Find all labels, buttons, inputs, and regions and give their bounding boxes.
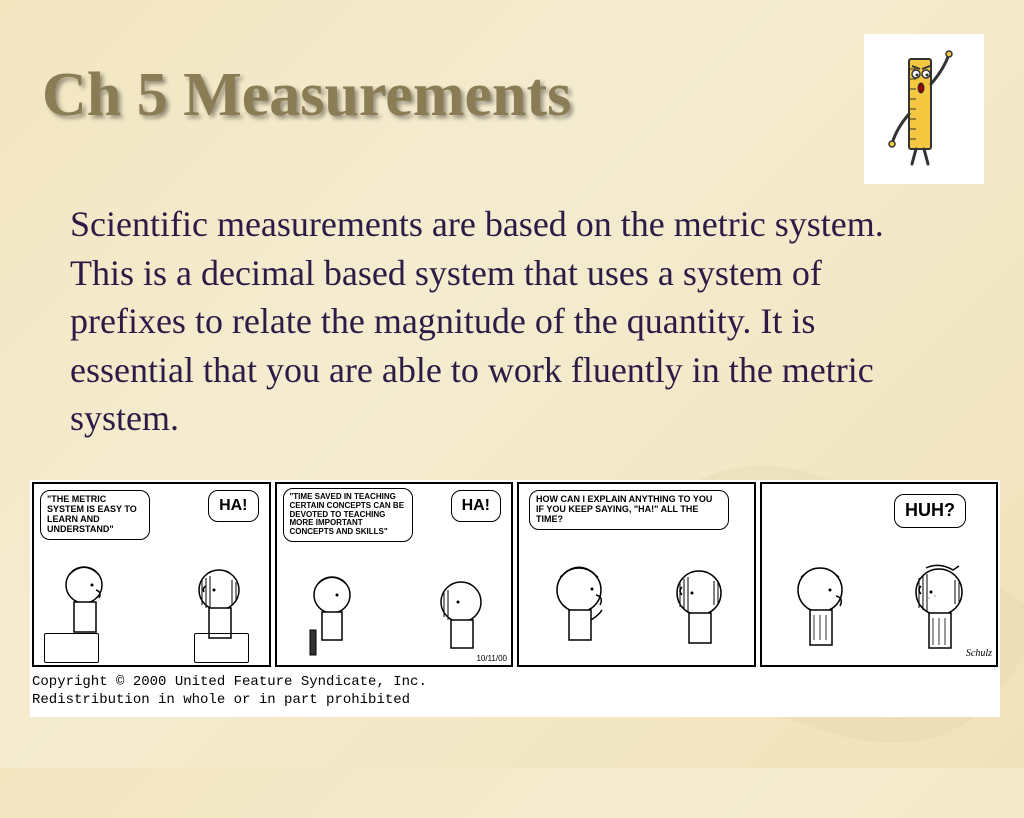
comic-bubble: "Time saved in teaching certain concepts… xyxy=(283,488,413,542)
copyright-line-1: Copyright © 2000 United Feature Syndicat… xyxy=(32,673,998,691)
comic-panel-1: "The metric system is easy to learn and … xyxy=(32,482,271,667)
ruler-character-icon xyxy=(864,34,984,184)
copyright-line-2: Redistribution in whole or in part prohi… xyxy=(32,691,998,709)
comic-bubble-ha: HA! xyxy=(451,490,501,522)
slide-title: Ch 5 Measurements xyxy=(42,60,571,131)
comic-bubble: "The metric system is easy to learn and … xyxy=(40,490,150,540)
comic-bubble: How can I explain anything to you if you… xyxy=(529,490,729,530)
comic-bubble-huh: HUH? xyxy=(894,494,966,528)
comic-panel-2: "Time saved in teaching certain concepts… xyxy=(275,482,514,667)
comic-date: 10/11/00 xyxy=(476,654,507,663)
slide-body-text: Scientific measurements are based on the… xyxy=(70,200,940,443)
comic-panel-4: HUH? xyxy=(760,482,999,667)
comic-bubble-ha: HA! xyxy=(208,490,258,522)
comic-panel-3: How can I explain anything to you if you… xyxy=(517,482,756,667)
comic-copyright: Copyright © 2000 United Feature Syndicat… xyxy=(30,669,1000,717)
comic-strip: "The metric system is easy to learn and … xyxy=(30,480,1000,717)
